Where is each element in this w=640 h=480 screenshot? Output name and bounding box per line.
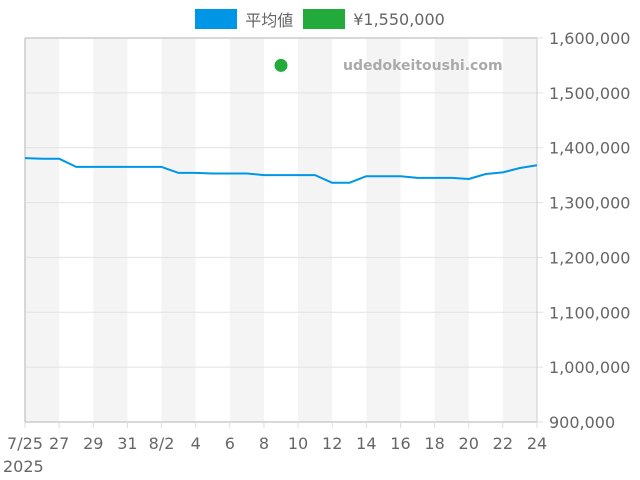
x-tick-label: 31 <box>117 434 137 453</box>
y-tick-label: 1,100,000 <box>549 303 630 322</box>
y-tick-label: 1,000,000 <box>549 358 630 377</box>
y-tick-label: 1,400,000 <box>549 139 630 158</box>
x-tick-label: 14 <box>356 434 376 453</box>
legend-item-average[interactable]: 平均値 <box>195 7 293 31</box>
y-axis-labels: 1,600,000 1,500,000 1,400,000 1,300,000 1,20… <box>549 29 630 432</box>
chart-legend: 平均値 ¥1,550,000 <box>0 8 640 30</box>
x-tick-label: 16 <box>390 434 410 453</box>
x-tick-label: 4 <box>191 434 201 453</box>
stripe-band <box>502 38 537 422</box>
year-label: 2025 <box>3 457 44 476</box>
legend-item-price[interactable]: ¥1,550,000 <box>303 9 445 29</box>
x-tick-label: 29 <box>83 434 103 453</box>
legend-label-price: ¥1,550,000 <box>353 9 445 29</box>
x-tick-label: 18 <box>424 434 444 453</box>
axes <box>24 37 538 428</box>
y-tick-label: 1,200,000 <box>549 248 630 267</box>
stripe-band <box>25 38 60 422</box>
x-tick-label: 24 <box>527 434 547 453</box>
stripe-band <box>298 38 333 422</box>
x-axis-labels: 7/25 27 29 31 8/2 4 6 8 10 12 14 16 18 20 22 24 2025 <box>3 434 547 476</box>
y-tick-label: 1,600,000 <box>549 29 630 48</box>
x-tick-label: 12 <box>322 434 342 453</box>
x-tick-label: 22 <box>493 434 513 453</box>
stripe-band <box>366 38 401 422</box>
data-series <box>24 58 538 184</box>
average-price-line <box>24 157 538 184</box>
x-tick-label: 20 <box>459 434 479 453</box>
x-tick-label: 6 <box>225 434 235 453</box>
day-stripes <box>25 38 537 422</box>
y-tick-label: 1,500,000 <box>549 84 630 103</box>
legend-swatch-price <box>303 9 346 29</box>
y-tick-label: 1,300,000 <box>549 194 630 213</box>
stripe-band <box>229 38 264 422</box>
x-tick-label: 7/25 <box>7 434 43 453</box>
x-tick-label: 27 <box>49 434 69 453</box>
stripe-band <box>434 38 469 422</box>
legend-label-average: 平均値 <box>245 11 294 30</box>
y-tick-label: 900,000 <box>549 413 615 432</box>
x-tick-label: 8/2 <box>149 434 175 453</box>
x-tick-label: 8 <box>259 434 269 453</box>
watermark: udedokeitoushi.com <box>343 58 503 74</box>
x-tick-label: 10 <box>288 434 308 453</box>
stripe-band <box>161 38 196 422</box>
legend-swatch-average <box>195 9 238 29</box>
stripe-band <box>93 38 128 422</box>
price-point <box>274 58 288 72</box>
